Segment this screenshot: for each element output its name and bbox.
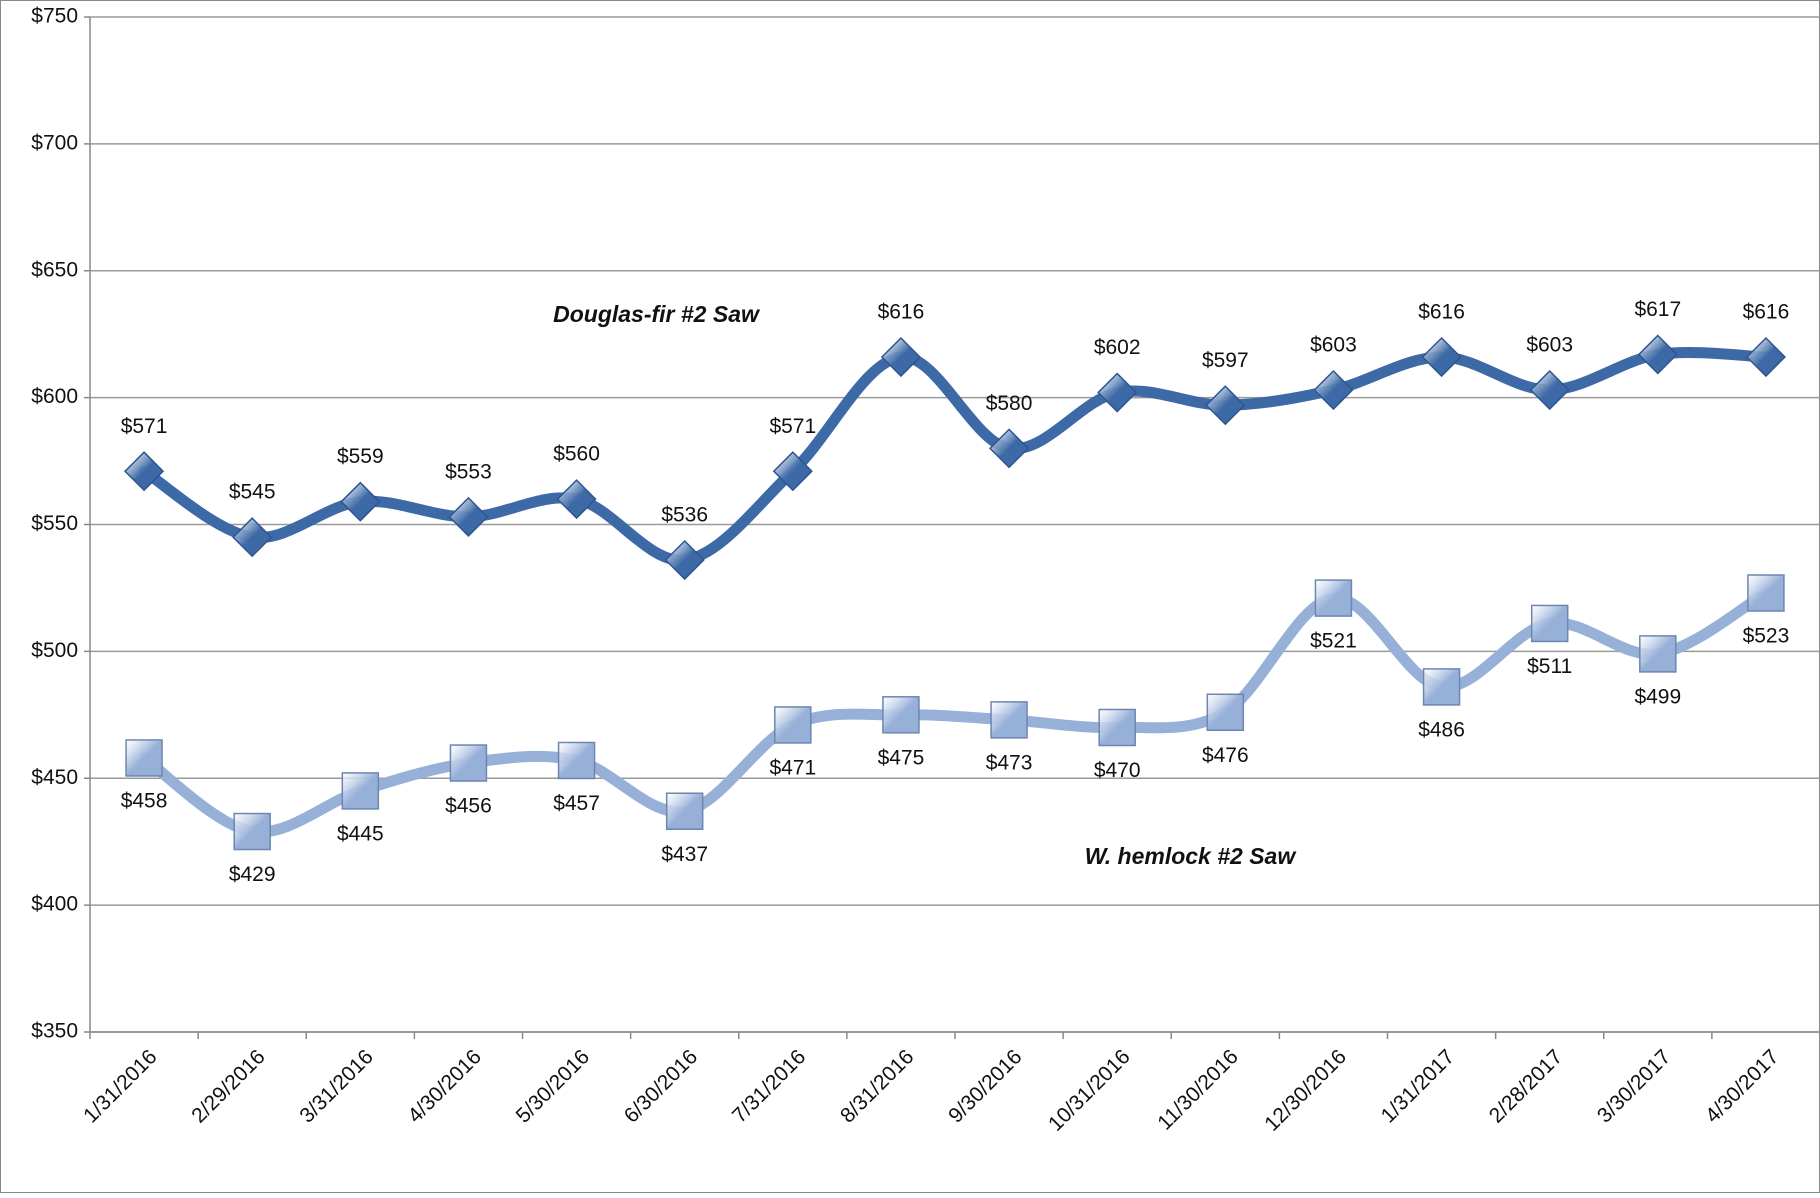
y-tick-label: $600 [31, 385, 78, 408]
x-tick-label: 6/30/2016 [620, 1045, 702, 1127]
y-tick-label: $400 [31, 893, 78, 916]
data-point [1639, 635, 1677, 673]
data-point [1421, 336, 1462, 378]
x-tick-label: 12/30/2016 [1260, 1045, 1351, 1136]
x-tick-label: 1/31/2016 [79, 1045, 161, 1127]
data-label: $616 [1743, 301, 1790, 324]
data-point [880, 336, 921, 378]
y-tick-label: $750 [31, 5, 78, 28]
data-point [772, 451, 813, 492]
data-point [1098, 708, 1136, 747]
data-point [1530, 604, 1569, 643]
x-tick-label: 3/31/2016 [295, 1045, 377, 1127]
data-point [882, 696, 920, 734]
data-label: $553 [445, 460, 492, 483]
data-label: $616 [878, 301, 925, 324]
data-point [1313, 369, 1354, 411]
data-label: $523 [1743, 625, 1790, 648]
x-tick-label: 5/30/2016 [512, 1045, 594, 1127]
data-point [665, 792, 704, 830]
data-label: $458 [121, 789, 168, 812]
data-point [1637, 334, 1678, 375]
y-tick-label: $450 [31, 766, 78, 789]
data-label: $457 [553, 792, 600, 815]
data-label: $603 [1310, 334, 1357, 357]
data-label: $571 [121, 415, 168, 438]
x-tick-label: 9/30/2016 [944, 1045, 1026, 1127]
x-tick-label: 3/30/2017 [1593, 1045, 1675, 1127]
data-label: $471 [769, 757, 816, 780]
data-point [341, 772, 380, 810]
data-point [1422, 668, 1461, 706]
data-point [774, 706, 812, 744]
data-point [232, 517, 273, 558]
x-tick-label: 11/30/2016 [1153, 1045, 1242, 1134]
data-point [1206, 693, 1245, 732]
data-point [449, 744, 488, 782]
data-point [1205, 385, 1246, 426]
data-label: $616 [1418, 301, 1465, 324]
data-label: $456 [445, 795, 492, 818]
data-label: $580 [986, 392, 1033, 415]
data-point [340, 481, 381, 522]
x-tick-label: 10/31/2016 [1044, 1045, 1135, 1136]
series-annotation: Douglas-fir #2 Saw [553, 301, 761, 327]
data-point [448, 496, 489, 537]
y-tick-label: $500 [31, 639, 78, 662]
y-tick-label: $650 [31, 258, 78, 281]
data-point [125, 739, 163, 777]
x-tick-label: 4/30/2016 [404, 1045, 486, 1127]
series-line [138, 587, 1772, 838]
data-label: $617 [1634, 298, 1681, 321]
data-label: $545 [229, 481, 276, 504]
x-tick-label: 2/29/2016 [187, 1045, 269, 1127]
data-point [990, 701, 1028, 739]
data-point [1529, 369, 1570, 411]
data-label: $476 [1202, 744, 1249, 767]
data-label: $603 [1526, 334, 1573, 357]
data-label: $470 [1094, 759, 1141, 782]
data-point [989, 428, 1030, 469]
data-point [557, 741, 596, 780]
data-label: $429 [229, 863, 276, 886]
series-line [138, 347, 1772, 566]
data-point [1097, 372, 1138, 413]
data-point [124, 451, 165, 492]
data-label: $597 [1202, 349, 1249, 372]
y-tick-label: $700 [31, 131, 78, 154]
x-tick-label: 2/28/2017 [1485, 1045, 1567, 1127]
data-label: $602 [1094, 336, 1141, 359]
data-label: $559 [337, 445, 384, 468]
x-tick-label: 4/30/2017 [1701, 1045, 1783, 1127]
series-annotation: W. hemlock #2 Saw [1085, 843, 1298, 869]
data-label: $437 [661, 843, 708, 866]
data-label: $475 [878, 746, 925, 769]
data-label: $571 [769, 415, 816, 438]
data-point [1745, 336, 1786, 378]
x-tick-label: 1/31/2017 [1377, 1045, 1459, 1127]
data-label: $486 [1418, 718, 1465, 741]
data-label: $445 [337, 822, 384, 845]
data-label: $560 [553, 443, 600, 466]
data-point [1747, 574, 1785, 612]
y-tick-label: $350 [31, 1020, 78, 1043]
x-tick-label: 7/31/2016 [728, 1045, 810, 1127]
data-point [556, 479, 597, 520]
data-point [664, 539, 705, 581]
data-label: $473 [986, 751, 1033, 774]
x-tick-label: 8/31/2016 [836, 1045, 918, 1127]
data-point [233, 812, 271, 851]
data-label: $511 [1527, 655, 1572, 678]
data-label: $521 [1310, 630, 1357, 653]
data-point [1314, 579, 1353, 617]
y-tick-label: $550 [31, 512, 78, 535]
data-label: $499 [1634, 685, 1681, 708]
data-label: $536 [661, 504, 708, 527]
